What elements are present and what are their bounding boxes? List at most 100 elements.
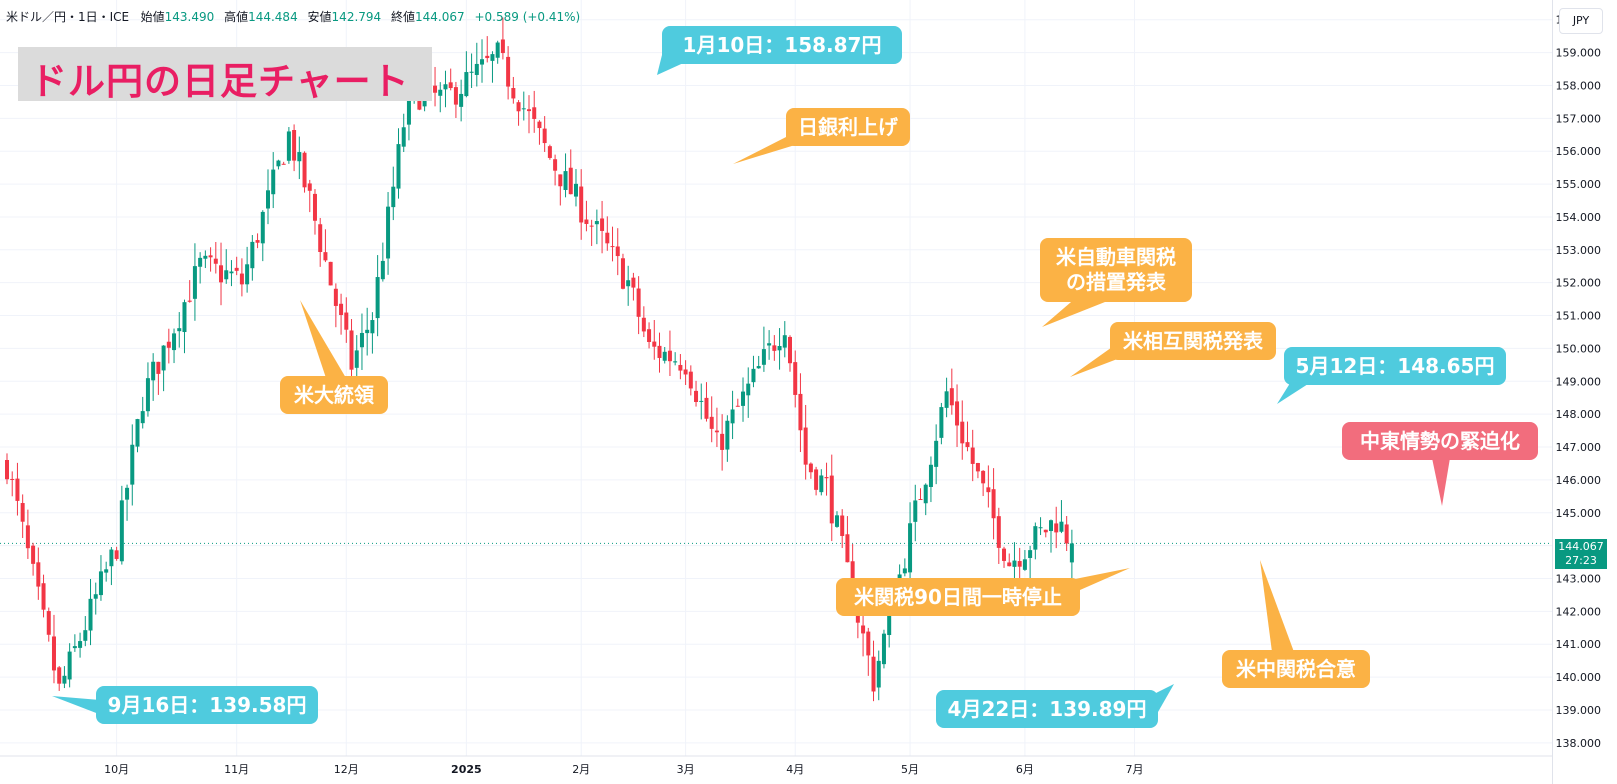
candle-body (161, 345, 166, 371)
candle (349, 319, 354, 382)
leader-us-china (1260, 560, 1294, 652)
x-tick-label: 11月 (224, 763, 249, 776)
candle-body (573, 183, 578, 197)
candle-body (699, 400, 704, 402)
candle (443, 70, 448, 108)
candle-body (845, 534, 850, 563)
candle-body (114, 550, 119, 559)
candle (516, 100, 521, 126)
candle (537, 120, 542, 145)
candle-body (647, 329, 652, 343)
candle-body (93, 594, 98, 599)
candle-body (558, 174, 563, 187)
candle (610, 226, 615, 262)
candle (109, 546, 114, 586)
candle (631, 272, 636, 301)
candle (605, 216, 610, 251)
candle-body (104, 569, 109, 573)
candle-body (239, 273, 244, 285)
candle-body (803, 427, 808, 465)
candle-body (944, 391, 949, 408)
candle-body (72, 646, 77, 649)
candle-body (25, 525, 30, 549)
candle (250, 235, 255, 281)
candle (234, 256, 239, 276)
candle-body (1033, 526, 1038, 550)
candle (584, 200, 589, 232)
currency-button[interactable]: JPY (1559, 8, 1603, 34)
candle-body (297, 152, 302, 162)
candle-body (474, 63, 479, 75)
candle-body (772, 345, 777, 351)
candle (104, 561, 109, 582)
symbol-header: 米ドル／円・1日・ICE 始値143.490 高値144.484 安値142.7… (6, 8, 586, 25)
leader-apr22 (1154, 684, 1174, 712)
y-tick-label: 145.000 (1556, 507, 1602, 520)
candle (433, 66, 438, 107)
candle (673, 352, 678, 366)
candle-body (500, 39, 505, 54)
candle (662, 347, 667, 364)
candle (735, 398, 740, 407)
candle (834, 511, 839, 528)
candle-body (323, 252, 328, 261)
candle (824, 462, 829, 496)
candle-body (714, 430, 719, 433)
candle (187, 280, 192, 303)
candle-body (741, 391, 746, 406)
candle (532, 90, 537, 133)
candle (480, 39, 485, 83)
candle (208, 247, 213, 272)
y-tick-label: 148.000 (1556, 408, 1602, 421)
countdown-timer: 27:23 (1565, 554, 1597, 567)
candle-body (881, 633, 886, 665)
candle-body (814, 469, 819, 490)
x-tick-label: 10月 (104, 763, 129, 776)
candle-body (641, 317, 646, 332)
candle (751, 355, 756, 388)
candle-body (527, 109, 531, 112)
candle (339, 293, 344, 335)
candle (949, 368, 954, 415)
candle (923, 483, 928, 516)
candle-body (459, 93, 464, 107)
candle-body (276, 160, 281, 167)
y-tick-label: 143.000 (1556, 573, 1602, 586)
candle-body (834, 515, 839, 527)
candle (777, 328, 782, 370)
y-tick-label: 151.000 (1556, 310, 1602, 323)
candle (386, 192, 391, 275)
candle (83, 616, 88, 647)
candle-body (234, 267, 239, 271)
callout-leaders (52, 55, 1450, 716)
close-value: 144.067 (415, 10, 465, 24)
candle-body (579, 186, 584, 223)
candle-body (589, 225, 594, 227)
candle-body (151, 361, 156, 381)
candle (354, 335, 359, 383)
open-value: 143.490 (164, 10, 215, 24)
candle-body (375, 277, 380, 319)
candle (453, 81, 458, 118)
candle (72, 634, 77, 652)
candle (970, 429, 975, 482)
candle (975, 462, 980, 479)
x-tick-label: 6月 (1016, 763, 1034, 776)
candle (939, 402, 944, 445)
candle (286, 127, 291, 164)
candle (276, 159, 281, 170)
candle (902, 558, 907, 577)
high-value: 144.484 (248, 10, 298, 24)
candle (845, 516, 850, 563)
candle (31, 542, 36, 576)
candle (626, 265, 631, 306)
candle-body (495, 42, 500, 58)
candle-body (469, 71, 474, 73)
candle (730, 390, 735, 440)
candle-body (788, 336, 792, 364)
candle-body (756, 366, 761, 369)
candle (1002, 546, 1007, 568)
y-tick-label: 140.000 (1556, 671, 1602, 684)
candle (798, 373, 803, 453)
candle (57, 665, 62, 691)
